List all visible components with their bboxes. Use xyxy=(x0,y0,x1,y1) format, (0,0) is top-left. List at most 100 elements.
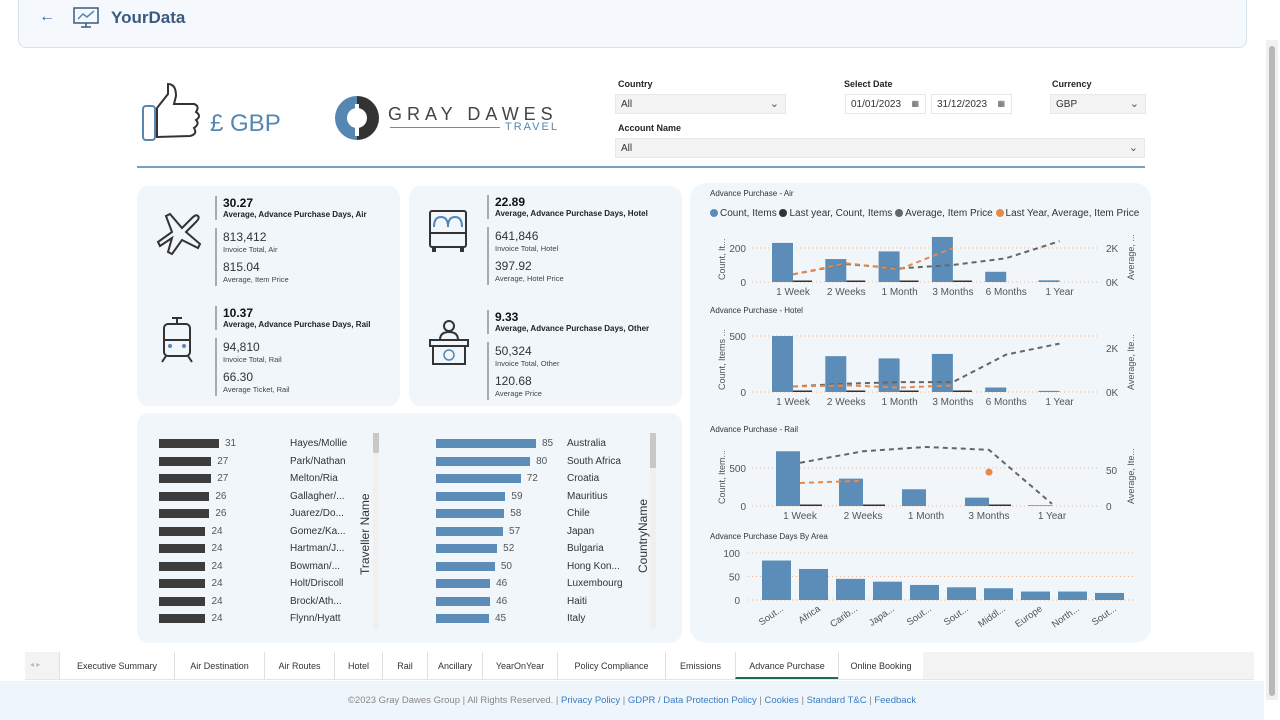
list-row[interactable]: 46 Luxembourg xyxy=(436,578,657,596)
gdpr-link[interactable]: GDPR / Data Protection Policy xyxy=(627,695,757,706)
terms-link[interactable]: Standard T&C xyxy=(806,695,867,706)
feedback-link[interactable]: Feedback xyxy=(874,695,917,706)
tab-rail[interactable]: Rail xyxy=(382,652,427,679)
bar-count[interactable] xyxy=(1038,280,1060,282)
list-row[interactable]: 57 Japan xyxy=(436,526,657,544)
tab-air-destination[interactable]: Air Destination xyxy=(174,652,264,679)
traveller-scrollbar[interactable] xyxy=(373,433,379,629)
bar-count[interactable] xyxy=(1028,505,1052,506)
bar-area[interactable] xyxy=(799,568,828,600)
list-row[interactable]: 72 Croatia xyxy=(436,473,657,491)
list-row[interactable]: 24 Gomez/Ka... xyxy=(159,526,380,544)
tab-emissions[interactable]: Emissions xyxy=(665,652,735,679)
list-row[interactable]: 52 Bulgaria xyxy=(436,543,657,561)
tab-advance-purchase[interactable]: Advance Purchase xyxy=(735,652,838,679)
tab-online-booking[interactable]: Online Booking xyxy=(838,652,923,679)
bar-area[interactable] xyxy=(984,588,1013,600)
bar-last-year-count[interactable] xyxy=(793,280,812,283)
list-row[interactable]: 31 Hayes/Mollie xyxy=(159,438,380,456)
line-average-price[interactable] xyxy=(792,342,1060,388)
list-row[interactable]: 24 Hartman/J... xyxy=(159,543,380,561)
tab-ancillary[interactable]: Ancillary xyxy=(427,652,482,679)
line-last-year-average[interactable] xyxy=(799,479,864,484)
account-dropdown[interactable]: All ⌄ xyxy=(615,138,1145,158)
currency-dropdown[interactable]: GBP ⌄ xyxy=(1050,94,1146,114)
list-row[interactable]: 45 Italy xyxy=(436,613,657,631)
line-last-year-average[interactable] xyxy=(792,247,954,276)
bar-count[interactable] xyxy=(878,251,900,282)
bar-last-year-count[interactable] xyxy=(793,390,812,393)
date-from-input[interactable]: 01/01/2023 ▦ xyxy=(845,94,926,114)
bar-last-year-count[interactable] xyxy=(952,390,972,393)
legend-item[interactable]: Count, Items xyxy=(710,208,777,219)
list-row[interactable]: 27 Melton/Ria xyxy=(159,473,380,491)
country-dropdown[interactable]: All ⌄ xyxy=(615,94,786,114)
list-row[interactable]: 46 Haiti xyxy=(436,596,657,614)
list-row[interactable]: 24 Holt/Driscoll xyxy=(159,578,380,596)
bar-last-year-count[interactable] xyxy=(899,280,919,283)
bar-count[interactable] xyxy=(825,259,847,282)
arrow-left-icon[interactable]: ← xyxy=(39,8,55,25)
bar-area[interactable] xyxy=(1058,591,1087,600)
list-row[interactable]: 27 Park/Nathan xyxy=(159,456,380,474)
bar-last-year-count[interactable] xyxy=(899,390,919,393)
tab-scroll-arrows-icon[interactable]: ◂ ▸ xyxy=(30,660,41,669)
bar-area[interactable] xyxy=(1021,591,1050,600)
bar-last-year-count[interactable] xyxy=(800,504,822,507)
bar-count[interactable] xyxy=(1038,390,1060,392)
list-row[interactable]: 26 Gallagher/... xyxy=(159,491,380,509)
legend-item[interactable]: Last Year, Average, Item Price xyxy=(995,208,1139,219)
bar-count[interactable] xyxy=(772,336,793,392)
bar-last-year-count[interactable] xyxy=(846,390,866,393)
tab-air-routes[interactable]: Air Routes xyxy=(264,652,334,679)
list-row[interactable]: 24 Bowman/... xyxy=(159,561,380,579)
country-scrollbar[interactable] xyxy=(650,433,656,629)
bar-count[interactable] xyxy=(931,236,953,282)
bar-area[interactable] xyxy=(873,581,902,600)
tab-policy-compliance[interactable]: Policy Compliance xyxy=(557,652,665,679)
list-row[interactable]: 80 South Africa xyxy=(436,456,657,474)
legend-item[interactable]: Average, Item Price xyxy=(895,208,993,219)
bar-count[interactable] xyxy=(965,497,989,506)
bar-count[interactable] xyxy=(902,489,926,506)
calendar-icon[interactable]: ▦ xyxy=(997,99,1005,108)
bar-count[interactable] xyxy=(776,451,800,506)
calendar-icon[interactable]: ▦ xyxy=(911,99,919,108)
line-last-year-average-point[interactable] xyxy=(985,468,993,476)
bar-last-year-count[interactable] xyxy=(952,280,972,283)
list-row[interactable]: 26 Juarez/Do... xyxy=(159,508,380,526)
page-scrollbar[interactable] xyxy=(1266,40,1278,700)
bar-last-year-count[interactable] xyxy=(989,504,1011,507)
list-row[interactable]: 85 Australia xyxy=(436,438,657,456)
list-row[interactable]: 24 Flynn/Hyatt xyxy=(159,613,380,631)
line-average-price[interactable] xyxy=(799,445,1053,505)
bar-last-year-count[interactable] xyxy=(863,504,885,507)
scrollbar-thumb[interactable] xyxy=(1269,46,1275,696)
bar-count[interactable] xyxy=(985,387,1007,392)
tab-hotel[interactable]: Hotel xyxy=(334,652,382,679)
date-to-input[interactable]: 31/12/2023 ▦ xyxy=(931,94,1012,114)
cookies-link[interactable]: Cookies xyxy=(764,695,799,706)
bar-area[interactable] xyxy=(762,560,791,600)
tab-yearonyear[interactable]: YearOnYear xyxy=(482,652,557,679)
list-row[interactable]: 24 Brock/Ath... xyxy=(159,596,380,614)
bar-count[interactable] xyxy=(772,242,793,282)
bar-count[interactable] xyxy=(839,478,863,506)
bar-count[interactable] xyxy=(825,356,847,392)
list-row[interactable]: 58 Chile xyxy=(436,508,657,526)
bar-area[interactable] xyxy=(947,587,976,600)
privacy-policy-link[interactable]: Privacy Policy xyxy=(561,695,621,706)
legend-item[interactable]: Last year, Count, Items xyxy=(779,208,892,219)
bar-count[interactable] xyxy=(878,358,900,392)
bar-area[interactable] xyxy=(910,584,939,600)
thumbs-up-icon xyxy=(142,82,200,141)
bar-count[interactable] xyxy=(985,271,1007,282)
bar-last-year-count[interactable] xyxy=(846,280,866,283)
bar-area[interactable] xyxy=(1095,592,1124,600)
tab-executive-summary[interactable]: Executive Summary xyxy=(59,652,174,679)
list-row[interactable]: 50 Hong Kon... xyxy=(436,561,657,579)
bar-area[interactable] xyxy=(836,578,865,600)
kpi-average-label: Average Price xyxy=(495,389,542,398)
list-row[interactable]: 59 Mauritius xyxy=(436,491,657,509)
line-last-year-average[interactable] xyxy=(792,384,953,389)
